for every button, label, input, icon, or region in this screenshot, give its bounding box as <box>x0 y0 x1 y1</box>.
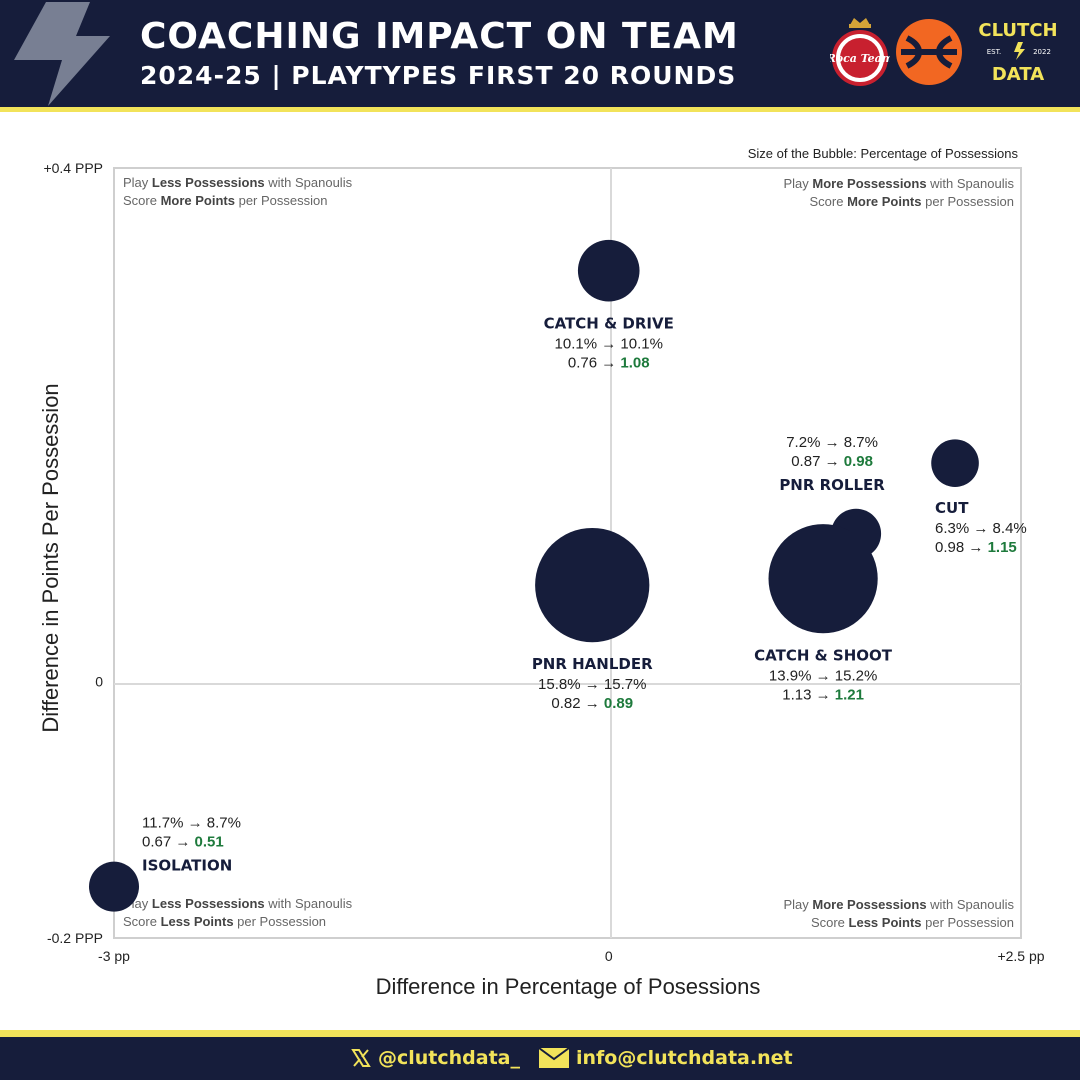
clutch-data-logo: CLUTCH EST. 2022 DATA <box>978 20 1057 85</box>
bubble-size-note: Size of the Bubble: Percentage of Posses… <box>748 146 1019 161</box>
x-tick-label: -3 pp <box>98 948 130 964</box>
email-contact[interactable]: info@clutchdata.net <box>538 1045 793 1071</box>
bubble-ppp: 0.67 → 0.51 <box>142 834 224 851</box>
bubble-possessions: 13.9% → 15.2% <box>769 667 877 684</box>
bubble <box>535 527 650 643</box>
quadrant-note-top-right-line1: Play More Possessions with Spanoulis <box>783 176 1014 191</box>
bubble-ppp: 0.98 → 1.15 <box>935 539 1017 556</box>
y-tick-label: 0 <box>95 673 103 689</box>
svg-text:2022: 2022 <box>1033 48 1051 56</box>
as-monaco-basket-logo: Roca Team <box>830 18 890 86</box>
bubble-ppp: 0.87 → 0.98 <box>791 453 873 470</box>
bubble-label: PNR HANLDER <box>532 655 653 673</box>
bubble-possessions: 15.8% → 15.7% <box>538 676 646 693</box>
twitter-handle[interactable]: @clutchdata_ <box>350 1045 520 1071</box>
page-subtitle: 2024-25 | Playtypes First 20 Rounds <box>140 61 737 90</box>
bubble-possessions: 10.1% → 10.1% <box>555 335 663 352</box>
bubble-possessions: 6.3% → 8.4% <box>935 520 1027 537</box>
quadrant-note-bottom-right-line1: Play More Possessions with Spanoulis <box>783 897 1014 912</box>
y-axis-label: Difference in Points Per Possession <box>38 383 63 732</box>
euroleague-logo <box>896 19 962 85</box>
x-tick-label: +2.5 pp <box>997 948 1044 964</box>
quadrant-note-bottom-left-line1: Play Less Possessions with Spanoulis <box>123 896 353 911</box>
quadrant-note-top-left-line1: Play Less Possessions with Spanoulis <box>123 175 353 190</box>
bubble <box>768 524 878 634</box>
quadrant-note-top-left-line2: Score More Points per Possession <box>123 193 327 208</box>
header-accent-stripe <box>0 107 1080 112</box>
bubble-ppp: 0.76 → 1.08 <box>568 354 650 371</box>
quadrant-note-bottom-right-line2: Score Less Points per Possession <box>811 915 1014 930</box>
bubble-chart: Size of the Bubble: Percentage of Posses… <box>38 146 1045 999</box>
bubble-label: ISOLATION <box>142 857 232 875</box>
bubble-label: CUT <box>935 499 969 517</box>
bubble <box>89 861 139 912</box>
x-twitter-icon <box>351 1049 371 1067</box>
bubble <box>931 439 979 487</box>
bubble-label: PNR ROLLER <box>779 476 885 494</box>
lightning-bolt-icon <box>14 2 110 106</box>
page-title: Coaching Impact on Team <box>140 16 739 57</box>
bubble <box>577 239 640 302</box>
y-tick-label: +0.4 PPP <box>43 160 103 176</box>
svg-text:Roca Team: Roca Team <box>830 52 890 65</box>
bubble-ppp: 1.13 → 1.21 <box>782 686 864 703</box>
y-tick-label: -0.2 PPP <box>47 930 103 946</box>
svg-text:DATA: DATA <box>992 64 1044 85</box>
x-axis-label: Difference in Percentage of Posessions <box>376 974 761 999</box>
x-tick-label: 0 <box>605 948 613 964</box>
quadrant-note-bottom-left-line2: Score Less Points per Possession <box>123 914 326 929</box>
email-text: info@clutchdata.net <box>576 1047 793 1069</box>
svg-text:EST.: EST. <box>987 48 1002 56</box>
footer-accent-stripe <box>0 1030 1080 1037</box>
bubble-possessions: 7.2% → 8.7% <box>786 434 878 451</box>
svg-text:CLUTCH: CLUTCH <box>978 20 1057 41</box>
envelope-icon <box>538 1047 570 1068</box>
bubble-possessions: 11.7% → 8.7% <box>142 815 241 832</box>
bubble-ppp: 0.82 → 0.89 <box>551 695 633 712</box>
twitter-handle-text: @clutchdata_ <box>378 1047 520 1069</box>
quadrant-note-top-right-line2: Score More Points per Possession <box>810 194 1014 209</box>
bubble-label: CATCH & SHOOT <box>754 646 893 664</box>
plot-frame <box>113 167 1022 939</box>
bubble-label: CATCH & DRIVE <box>544 314 674 332</box>
